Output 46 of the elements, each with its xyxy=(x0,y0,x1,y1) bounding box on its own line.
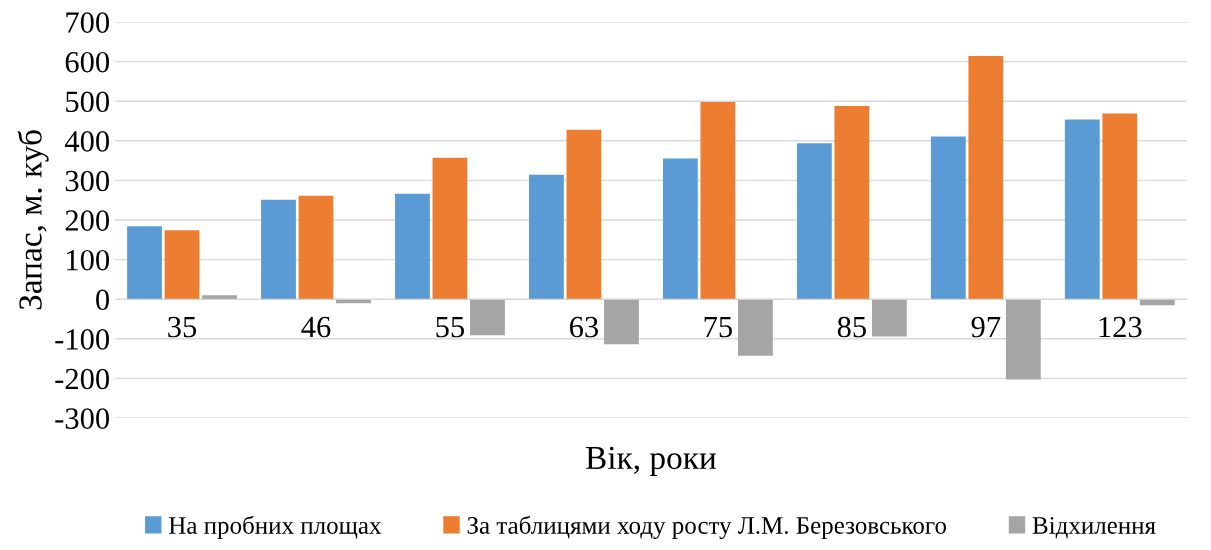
bar xyxy=(261,199,296,300)
legend-label: За таблицями ходу росту Л.М. Березовського xyxy=(467,515,947,540)
y-tick-label: 500 xyxy=(66,91,110,113)
y-tick-label: 400 xyxy=(64,131,110,152)
x-tick-label: 85 xyxy=(837,316,866,338)
y-tick-label: 600 xyxy=(65,51,110,73)
y-tick-label: 200 xyxy=(65,210,110,231)
y-tick-label: -200 xyxy=(55,368,110,390)
bar xyxy=(662,158,698,300)
bar xyxy=(1102,113,1138,300)
x-tick-label: 97 xyxy=(971,316,1001,338)
bar xyxy=(164,230,200,300)
bar xyxy=(700,101,736,300)
bar xyxy=(1005,299,1041,380)
bar xyxy=(834,105,870,300)
x-axis-title: Вік, роки xyxy=(586,446,716,476)
y-axis-title: Запас, м. куб xyxy=(17,130,49,310)
x-tick-label: 46 xyxy=(301,316,331,338)
y-tick-label: -100 xyxy=(55,329,110,350)
y-tick-label: 0 xyxy=(96,289,110,311)
y-tick-label: 100 xyxy=(67,249,110,271)
bar xyxy=(604,299,639,345)
bar xyxy=(298,195,334,300)
y-tick-label: 300 xyxy=(65,170,110,192)
x-tick-label: 63 xyxy=(569,316,599,338)
bar xyxy=(566,129,602,300)
x-tick-label: 123 xyxy=(1099,316,1142,338)
bar xyxy=(871,299,907,337)
bar xyxy=(470,299,505,336)
bar xyxy=(930,136,966,300)
x-tick-label: 75 xyxy=(704,317,732,338)
bar xyxy=(968,56,1004,300)
y-tick-label: 700 xyxy=(66,12,110,33)
x-tick-label: 35 xyxy=(168,316,197,338)
y-tick-label: -300 xyxy=(55,408,110,429)
x-tick-label: 55 xyxy=(436,317,465,338)
bar xyxy=(796,143,832,300)
bar xyxy=(529,174,564,300)
legend-label: Відхилення xyxy=(1032,517,1156,539)
bar xyxy=(395,193,430,300)
bar xyxy=(127,226,162,300)
bar xyxy=(202,295,237,300)
bar xyxy=(1064,119,1100,300)
bar xyxy=(737,299,773,356)
legend-label: На пробних площах xyxy=(168,515,382,539)
bar xyxy=(432,157,468,300)
